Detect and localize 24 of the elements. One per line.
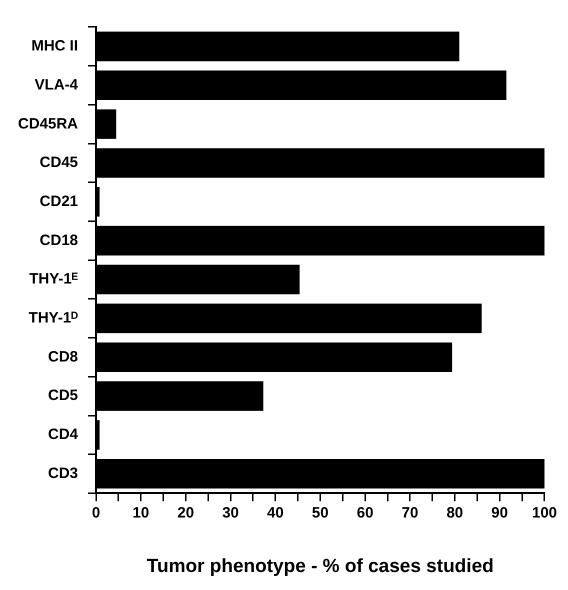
y-tick-label: THY-1ᴱ xyxy=(29,270,78,288)
x-tick-label: 100 xyxy=(532,504,557,522)
y-tick-label: THY-1ᴰ xyxy=(28,310,78,327)
x-tick-label: 60 xyxy=(356,504,374,522)
x-axis-title: Tumor phenotype - % of cases studied xyxy=(146,556,494,577)
y-tick-label: CD3 xyxy=(48,464,78,482)
y-tick-label: CD18 xyxy=(40,232,78,249)
x-tick-label: 20 xyxy=(177,504,194,522)
x-tick-label: 0 xyxy=(92,504,100,522)
y-tick-label: CD45 xyxy=(40,154,78,172)
y-tick-label: VLA-4 xyxy=(34,76,79,94)
y-tick-label: CD5 xyxy=(48,387,78,404)
x-tick-label: 10 xyxy=(132,504,150,522)
x-tick-label: 80 xyxy=(446,504,464,522)
x-tick-label: 50 xyxy=(312,504,329,522)
x-tick-label: 90 xyxy=(491,504,508,522)
y-tick-label: MHC II xyxy=(31,38,78,55)
y-tick-label: CD8 xyxy=(48,348,78,366)
y-tick-label: CD45RA xyxy=(18,115,78,132)
y-tick-label: CD21 xyxy=(40,192,78,210)
x-tick-label: 70 xyxy=(402,504,418,522)
x-tick-label: 30 xyxy=(222,504,239,522)
y-tick-label: CD4 xyxy=(48,426,79,444)
x-tick-label: 40 xyxy=(267,504,284,522)
